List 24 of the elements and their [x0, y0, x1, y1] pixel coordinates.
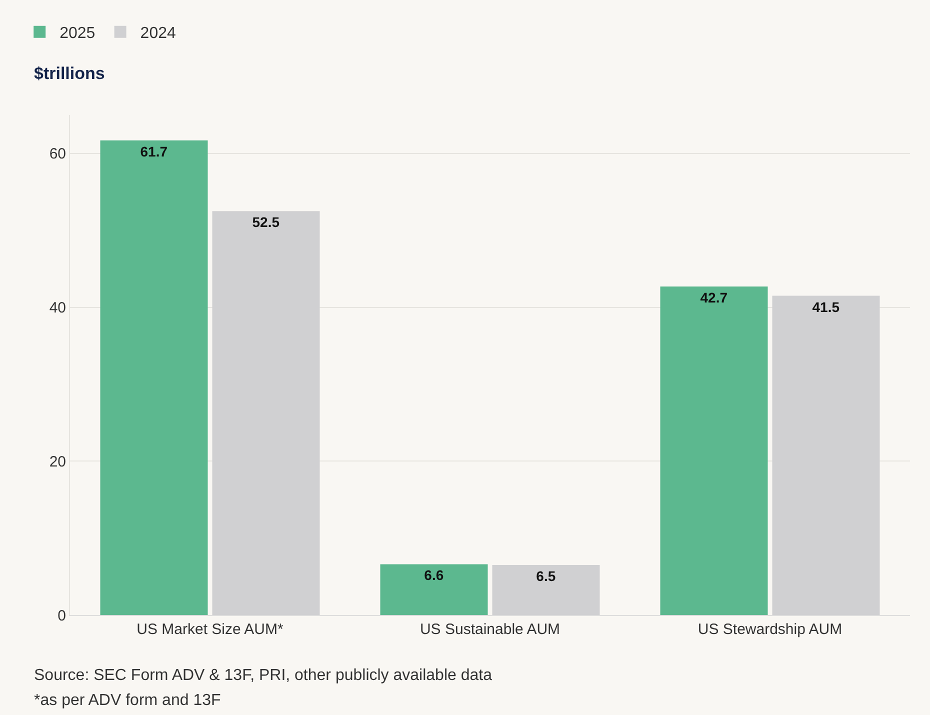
bar: [660, 286, 768, 615]
x-tick-label: US Stewardship AUM: [698, 621, 842, 638]
data-label: 52.5: [252, 214, 280, 230]
data-label: 6.6: [424, 567, 444, 584]
data-label: 61.7: [140, 143, 168, 160]
y-axis-title: $trillions: [34, 64, 105, 83]
x-tick-label: US Market Size AUM*: [136, 621, 284, 638]
y-tick-label: 0: [58, 607, 66, 624]
bar: [492, 565, 600, 615]
bar: [212, 211, 320, 615]
x-tick-label: US Sustainable AUM: [420, 621, 560, 638]
text: *as per ADV form and 13F: [34, 692, 221, 709]
source-note: Source: SEC Form ADV & 13F, PRI, other publicly available data: [34, 667, 492, 684]
data-label: 42.7: [700, 290, 728, 306]
bar: [380, 564, 488, 615]
bar: [100, 140, 208, 615]
data-label: 41.5: [812, 298, 840, 315]
data-label: 6.5: [536, 568, 556, 584]
y-tick-label: 40: [49, 300, 66, 317]
legend-label: 2024: [140, 25, 176, 42]
y-tick-label: 20: [49, 453, 66, 470]
legend-label: 2025: [60, 25, 96, 42]
bar: [772, 296, 880, 615]
y-tick-label: 60: [49, 146, 66, 163]
